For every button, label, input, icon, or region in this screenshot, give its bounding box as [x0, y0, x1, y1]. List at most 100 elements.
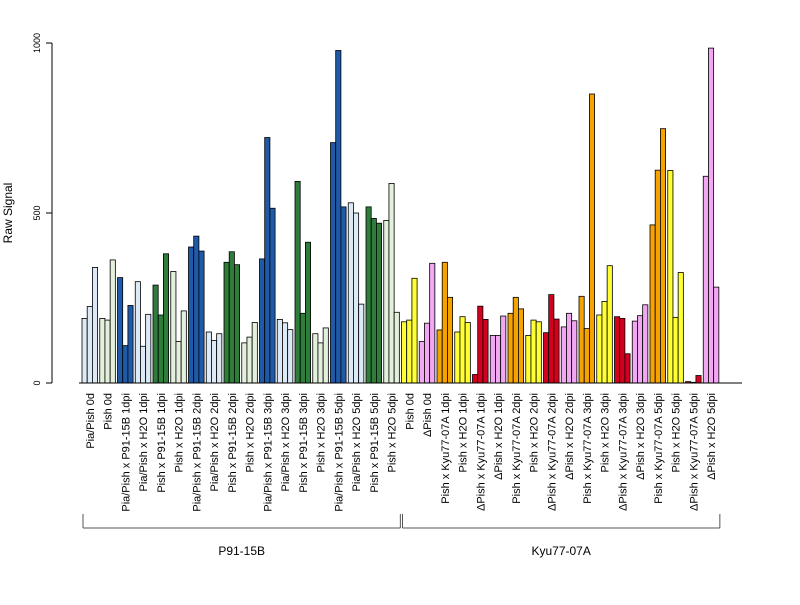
bar: [246, 336, 253, 384]
bar: [269, 207, 276, 384]
y-axis: 0 500 1000: [32, 33, 53, 386]
x-tick-label: Pia/Pish x H2O 1dpi: [138, 393, 150, 491]
x-tick-label: Pish 0d: [404, 393, 416, 430]
x-tick-label: Pish x Kyu77-07A 5dpi: [653, 393, 665, 504]
bar: [667, 170, 674, 384]
x-tick-label: Pish 0d: [103, 393, 115, 430]
x-tick-label: Pish x H2O 5dpi: [671, 393, 683, 472]
bar: [535, 321, 542, 384]
bar: [454, 331, 461, 384]
x-tick-label: ΔPish x Kyu77-07A 2dpi: [546, 393, 558, 511]
bar: [188, 246, 195, 384]
bar: [193, 235, 200, 384]
bar: [548, 294, 555, 384]
x-tick-label: ΔPish 0d: [422, 393, 434, 437]
bar: [708, 47, 715, 384]
bar: [642, 304, 649, 384]
x-tick-label: ΔPish x Kyu77-07A 1dpi: [475, 393, 487, 511]
bar: [140, 345, 147, 384]
x-tick-label: Pish x H2O 5dpi: [387, 393, 399, 472]
bar: [702, 175, 709, 384]
bar: [211, 340, 218, 384]
bar: [198, 250, 205, 384]
bar: [654, 169, 661, 384]
bar: [92, 266, 99, 384]
bar: [86, 306, 93, 384]
x-tick-label: Pia/Pish 0d: [85, 393, 97, 449]
bar: [294, 180, 301, 384]
x-tick-label: Pia/Pish x P91-15B 1dpi: [120, 393, 132, 512]
bar: [411, 277, 418, 384]
bar: [304, 241, 311, 384]
x-tick-label: Pish x H2O 1dpi: [174, 393, 186, 472]
y-tick-label: 1000: [32, 33, 42, 53]
bar: [375, 222, 382, 384]
x-tick-label: Pish x P91-15B 1dpi: [156, 393, 168, 493]
bar: [482, 319, 489, 384]
x-tick-label: Pia/Pish x H2O 2dpi: [209, 393, 221, 491]
bar: [631, 320, 638, 384]
bar: [619, 317, 626, 384]
x-tick-label: ΔPish x Kyu77-07A 5dpi: [688, 393, 700, 511]
bar: [512, 296, 519, 384]
bar: [122, 345, 129, 384]
x-tick-label: ΔPish x H2O 2dpi: [564, 393, 576, 480]
x-tick-label: Pia/Pish x P91-15B 3dpi: [262, 393, 274, 512]
bar: [436, 329, 443, 384]
bar: [175, 341, 182, 384]
bar: [117, 277, 124, 384]
bar: [282, 322, 289, 384]
bar: [276, 319, 283, 384]
bar: [424, 322, 431, 384]
bar: [99, 317, 106, 384]
bar: [322, 327, 329, 384]
bar: [583, 328, 590, 384]
bar: [429, 262, 436, 384]
bar: [162, 253, 169, 384]
bar: [233, 264, 240, 384]
x-tick-label: Pish x P91-15B 5dpi: [369, 393, 381, 493]
bar: [472, 374, 479, 384]
bar: [695, 375, 702, 384]
bar: [370, 218, 377, 384]
bar: [228, 251, 235, 384]
bar: [127, 305, 134, 384]
bar: [672, 316, 679, 384]
x-tick-label: Pish x Kyu77-07A 3dpi: [582, 393, 594, 504]
bar: [489, 334, 496, 384]
bar: [566, 312, 573, 384]
x-tick-label: Pish x H2O 2dpi: [245, 393, 257, 472]
y-axis-title: Raw Signal: [1, 183, 15, 244]
x-tick-label: Pish x H2O 3dpi: [316, 393, 328, 472]
x-tick-label: ΔPish x Kyu77-07A 3dpi: [617, 393, 629, 511]
y-tick-label: 500: [32, 205, 42, 220]
bar: [446, 296, 453, 384]
bar: [145, 313, 152, 384]
bar: [241, 342, 248, 384]
bar: [601, 300, 608, 384]
bar: [637, 315, 644, 384]
bar: [358, 303, 365, 384]
bar: [205, 331, 212, 384]
x-tick-label: Pia/Pish x P91-15B 2dpi: [191, 393, 203, 512]
bar: [596, 314, 603, 384]
x-tick-labels: Pia/Pish 0d Pish 0d Pia/Pish x P91-15B 1dp…: [85, 393, 718, 512]
bar: [264, 137, 271, 384]
bar: [571, 320, 578, 384]
bar: [614, 316, 621, 384]
bar: [553, 318, 560, 384]
bar: [180, 310, 187, 384]
bar: [459, 316, 466, 384]
bar: [152, 284, 159, 384]
bar: [441, 261, 448, 384]
section-label: P91-15B: [218, 544, 265, 558]
bar: [134, 281, 141, 384]
bar: [330, 142, 337, 384]
bar: [299, 312, 306, 384]
bar: [312, 333, 319, 384]
x-tick-label: Pia/Pish x H2O 5dpi: [351, 393, 363, 491]
section-brackets: P91-15B Kyu77-07A: [82, 514, 721, 558]
bar: [624, 353, 631, 384]
